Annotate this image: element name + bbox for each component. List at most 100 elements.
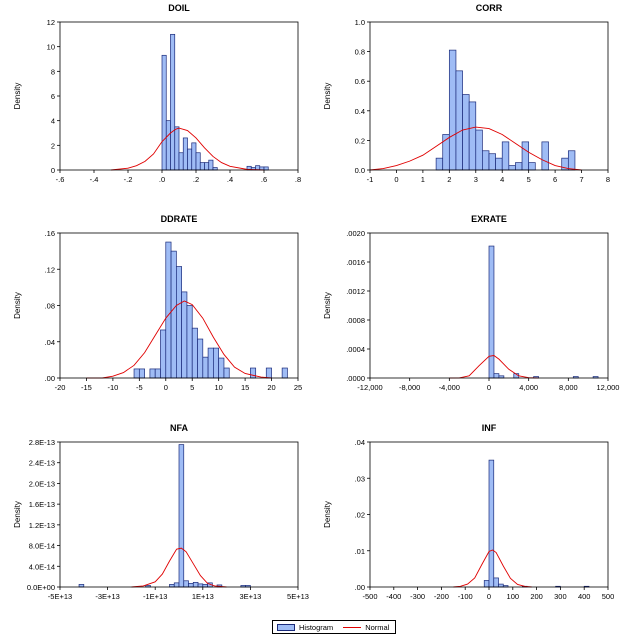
histogram-bar xyxy=(448,49,457,171)
x-tick-label: 10 xyxy=(214,383,222,392)
histogram-bar xyxy=(567,150,576,171)
x-tick-label: -12,000 xyxy=(357,383,382,392)
y-axis-label: Density xyxy=(323,83,332,110)
y-tick-label: 2.4E-13 xyxy=(29,459,55,468)
histogram-bar xyxy=(182,137,188,171)
x-tick-label: 1 xyxy=(421,175,425,184)
x-tick-label: -300 xyxy=(410,592,425,601)
histogram-bar xyxy=(435,157,444,171)
histogram-bar xyxy=(213,347,220,379)
x-tick-label: 4,000 xyxy=(519,383,538,392)
panel-title: CORR xyxy=(476,3,503,13)
y-tick-label: 8.0E-14 xyxy=(29,542,55,551)
normal-density-curve xyxy=(110,127,265,171)
normal-density-curve xyxy=(369,126,582,171)
x-tick-label: 4 xyxy=(500,175,504,184)
histogram-bar xyxy=(462,94,470,171)
x-tick-label: 3 xyxy=(474,175,478,184)
y-tick-label: 0.0E+00 xyxy=(27,583,55,592)
histogram-bar xyxy=(165,241,172,379)
histogram-bar xyxy=(197,583,204,588)
x-tick-label: 7 xyxy=(579,175,583,184)
y-tick-label: 4 xyxy=(51,117,55,126)
x-tick-label: 5E+13 xyxy=(287,592,309,601)
histogram-bar xyxy=(183,580,189,588)
y-tick-label: .02 xyxy=(355,511,365,520)
y-tick-label: 8 xyxy=(51,67,55,76)
y-tick-label: .0004 xyxy=(346,345,365,354)
x-tick-label: -.2 xyxy=(124,175,133,184)
histogram-bar xyxy=(197,338,204,379)
y-tick-label: .04 xyxy=(355,438,365,447)
x-tick-label: 15 xyxy=(241,383,249,392)
histogram-bar xyxy=(176,266,182,379)
histogram-bar xyxy=(488,153,496,171)
histogram-bar xyxy=(170,33,176,171)
y-tick-label: .00 xyxy=(45,374,55,383)
x-tick-label: -.4 xyxy=(90,175,99,184)
y-tick-label: .08 xyxy=(45,302,55,311)
histogram-bar xyxy=(208,159,214,171)
x-tick-label: 0 xyxy=(394,175,398,184)
x-tick-label: 1E+13 xyxy=(192,592,214,601)
y-tick-label: 0.2 xyxy=(355,136,365,145)
x-tick-label: -5 xyxy=(136,383,143,392)
histogram-bar xyxy=(160,329,167,379)
x-tick-label: 20 xyxy=(267,383,275,392)
y-tick-label: .0020 xyxy=(346,229,365,238)
histogram-swatch xyxy=(277,623,295,631)
histogram-bar xyxy=(521,141,530,171)
y-tick-label: 2.0E-13 xyxy=(29,479,55,488)
x-tick-label: 5 xyxy=(527,175,531,184)
histogram-bar xyxy=(174,126,180,171)
panel-title: EXRATE xyxy=(471,214,507,224)
y-tick-label: .16 xyxy=(45,229,55,238)
histogram-bar xyxy=(188,583,194,588)
x-tick-label: 300 xyxy=(554,592,567,601)
histogram-bar xyxy=(250,367,257,379)
histogram-bar xyxy=(170,250,177,379)
histogram-bar xyxy=(498,583,504,588)
x-tick-label: -5E+13 xyxy=(48,592,72,601)
x-tick-label: 500 xyxy=(602,592,615,601)
histogram-bar xyxy=(191,142,197,171)
y-tick-label: .0000 xyxy=(346,374,365,383)
x-tick-label: 0 xyxy=(487,592,491,601)
histogram-bar xyxy=(455,70,463,171)
x-tick-label: -1 xyxy=(367,175,374,184)
x-tick-label: -1E+13 xyxy=(143,592,167,601)
x-tick-label: -200 xyxy=(434,592,449,601)
x-tick-label: .6 xyxy=(261,175,267,184)
histogram-bar xyxy=(223,367,230,379)
histogram-bar xyxy=(149,368,156,379)
panel-title: NFA xyxy=(170,423,189,433)
legend-histogram-label: Histogram xyxy=(299,622,334,632)
histogram-bar xyxy=(191,327,198,379)
x-tick-label: .8 xyxy=(295,175,301,184)
histogram-bar xyxy=(508,165,516,171)
histogram-bar xyxy=(265,367,272,379)
x-tick-label: 2 xyxy=(447,175,451,184)
x-tick-label: 400 xyxy=(578,592,591,601)
y-tick-label: .01 xyxy=(355,547,365,556)
x-tick-label: -20 xyxy=(55,383,66,392)
chart-legend: Histogram Normal xyxy=(272,620,396,634)
panel-ddrate: .00 .04 .08 .12 .16 -20 -15 -10 -5 0 5 10 15 20 25 DDRA… xyxy=(13,214,302,392)
panel-title: INF xyxy=(482,423,497,433)
histogram-bar xyxy=(202,356,209,379)
histogram-bar xyxy=(204,162,210,171)
histogram-bar xyxy=(483,580,490,588)
y-axis-label: Density xyxy=(13,83,22,110)
y-axis-label: Density xyxy=(13,501,22,528)
y-tick-label: 0.6 xyxy=(355,77,365,86)
x-tick-label: 100 xyxy=(507,592,520,601)
histogram-bar xyxy=(493,373,500,379)
y-tick-label: .0008 xyxy=(346,316,365,325)
histogram-bar xyxy=(488,459,495,588)
histogram-bar xyxy=(173,582,180,588)
panel-title: DDRATE xyxy=(161,214,198,224)
y-tick-label: 12 xyxy=(47,18,55,27)
y-tick-label: 1.6E-13 xyxy=(29,500,55,509)
histogram-bar xyxy=(475,129,483,171)
y-axis-label: Density xyxy=(323,292,332,319)
